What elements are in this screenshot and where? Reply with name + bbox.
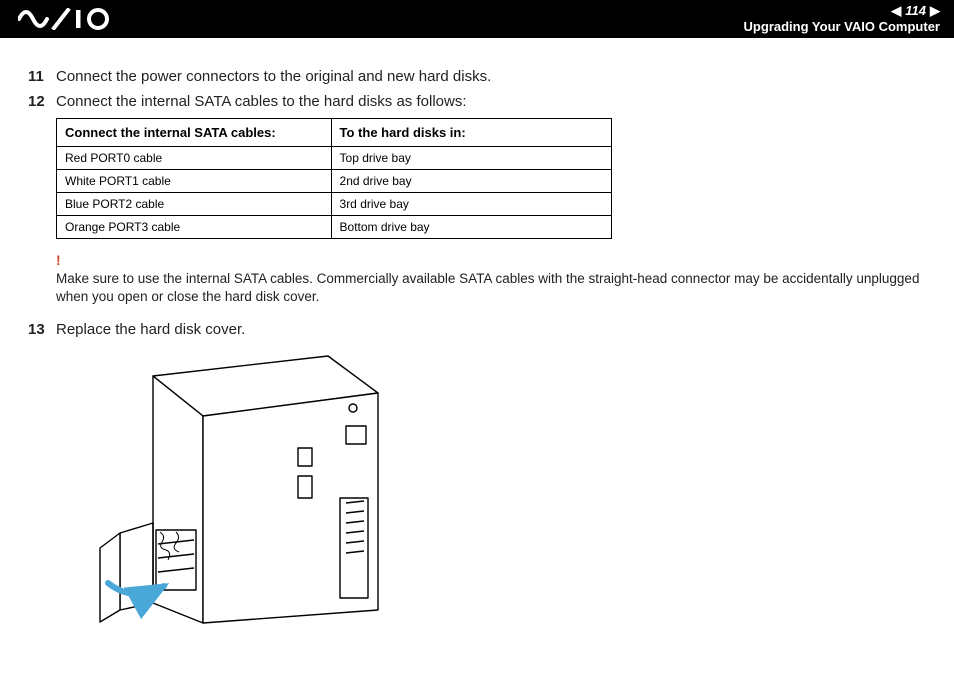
prev-arrow-icon[interactable]: ◀ xyxy=(891,3,901,19)
table-row: Red PORT0 cable Top drive bay xyxy=(57,147,612,170)
sata-table-wrap: Connect the internal SATA cables: To the… xyxy=(56,118,936,239)
vaio-logo xyxy=(18,8,128,30)
table-cell: 3rd drive bay xyxy=(331,193,611,216)
step-number: 13 xyxy=(28,321,56,338)
table-row: White PORT1 cable 2nd drive bay xyxy=(57,170,612,193)
table-header-row: Connect the internal SATA cables: To the… xyxy=(57,119,612,147)
step-13: 13 Replace the hard disk cover. xyxy=(28,321,936,338)
table-row: Blue PORT2 cable 3rd drive bay xyxy=(57,193,612,216)
step-text: Connect the power connectors to the orig… xyxy=(56,68,936,85)
section-title: Upgrading Your VAIO Computer xyxy=(744,19,940,35)
table-cell: Bottom drive bay xyxy=(331,216,611,239)
next-arrow-icon[interactable]: ▶ xyxy=(930,3,940,19)
step-text: Replace the hard disk cover. xyxy=(56,321,936,338)
step-number: 12 xyxy=(28,93,56,110)
warning-note: ! Make sure to use the internal SATA cab… xyxy=(56,251,936,307)
header-right: ◀ 114 ▶ Upgrading Your VAIO Computer xyxy=(744,3,940,36)
page-content: 11 Connect the power connectors to the o… xyxy=(0,38,954,628)
table-header: To the hard disks in: xyxy=(331,119,611,147)
sata-table: Connect the internal SATA cables: To the… xyxy=(56,118,612,239)
table-row: Orange PORT3 cable Bottom drive bay xyxy=(57,216,612,239)
table-cell: Orange PORT3 cable xyxy=(57,216,332,239)
step-11: 11 Connect the power connectors to the o… xyxy=(28,68,936,85)
page-number: 114 xyxy=(905,3,926,19)
warning-icon: ! xyxy=(56,252,61,268)
table-header: Connect the internal SATA cables: xyxy=(57,119,332,147)
table-cell: Red PORT0 cable xyxy=(57,147,332,170)
table-cell: 2nd drive bay xyxy=(331,170,611,193)
step-number: 11 xyxy=(28,68,56,85)
warning-text: Make sure to use the internal SATA cable… xyxy=(56,271,919,304)
header-bar: ◀ 114 ▶ Upgrading Your VAIO Computer xyxy=(0,0,954,38)
page-nav: ◀ 114 ▶ xyxy=(744,3,940,19)
table-cell: Top drive bay xyxy=(331,147,611,170)
step-12: 12 Connect the internal SATA cables to t… xyxy=(28,93,936,110)
step-text: Connect the internal SATA cables to the … xyxy=(56,93,936,110)
table-cell: White PORT1 cable xyxy=(57,170,332,193)
tower-figure xyxy=(98,348,936,628)
table-cell: Blue PORT2 cable xyxy=(57,193,332,216)
